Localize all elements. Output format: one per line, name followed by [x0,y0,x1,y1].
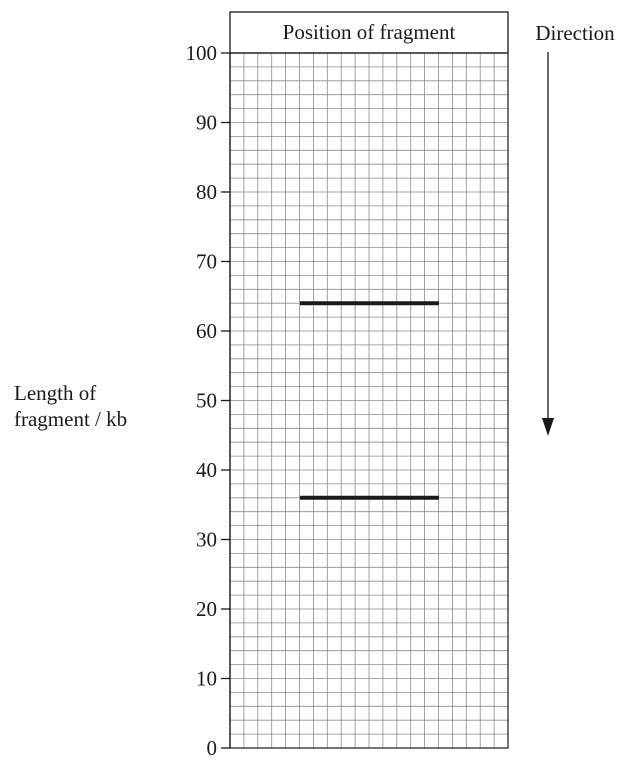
direction-arrow-head-icon [542,418,554,436]
y-tick-label: 30 [196,528,217,552]
y-axis-label-line-2: fragment / kb [14,407,127,431]
grid [230,53,508,748]
direction-label: Direction [535,21,615,45]
y-tick-label: 0 [207,736,218,760]
y-axis-ticks: 0 10 20 30 40 50 60 70 80 90 100 [186,41,230,760]
bands [300,301,439,500]
y-tick-label: 70 [196,250,217,274]
header-box [229,11,509,54]
y-tick-label: 10 [196,667,217,691]
header-label: Position of fragment [283,20,456,44]
y-axis-label-line-1: Length of [14,381,96,405]
y-tick-label: 50 [196,389,217,413]
y-tick-label: 100 [186,41,218,65]
y-tick-label: 80 [196,180,217,204]
y-tick-label: 40 [196,458,217,482]
y-tick-label: 90 [196,111,217,135]
y-tick-label: 60 [196,319,217,343]
y-tick-label: 20 [196,597,217,621]
